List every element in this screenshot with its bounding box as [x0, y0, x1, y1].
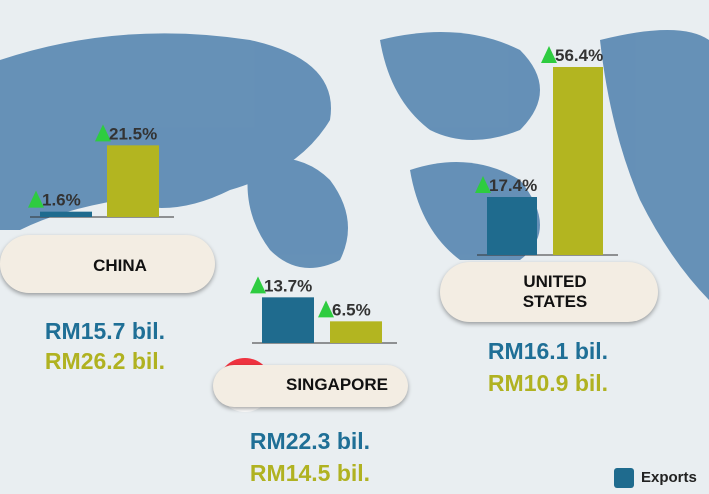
up-arrow [95, 124, 111, 142]
bar [262, 297, 314, 343]
value-label: 21.5% [109, 124, 157, 143]
bar [553, 67, 603, 255]
amount-label: RM16.1 bil. [487, 338, 609, 364]
up-arrow [250, 276, 266, 294]
amount-label: RM22.3 bil. [249, 428, 371, 454]
up-arrow [541, 46, 557, 63]
value-label: 17.4% [489, 176, 537, 195]
country-name: UNITED STATES [522, 272, 588, 311]
amount-label: RM15.7 bil. [44, 318, 166, 344]
country-name: SINGAPORE [285, 375, 389, 394]
bar [330, 321, 382, 343]
bar [107, 145, 159, 217]
bar [40, 211, 92, 217]
map-background [0, 30, 709, 300]
value-label: 1.6% [42, 191, 81, 210]
legend-swatch [614, 468, 634, 488]
country-pill [0, 235, 215, 293]
value-label: 56.4% [555, 46, 603, 65]
bar [487, 197, 537, 255]
legend-label: Exports [641, 469, 697, 486]
country-pill [440, 262, 658, 322]
country-name: CHINA [93, 256, 147, 275]
country-pill [213, 365, 408, 407]
amount-label: RM14.5 bil. [249, 460, 371, 486]
up-arrow [28, 190, 44, 208]
amount-label: RM10.9 bil. [487, 370, 609, 396]
amount-label: RM26.2 bil. [44, 348, 166, 374]
value-label: 6.5% [332, 300, 371, 319]
up-arrow [475, 176, 491, 193]
value-label: 13.7% [264, 276, 312, 295]
up-arrow [318, 300, 334, 318]
